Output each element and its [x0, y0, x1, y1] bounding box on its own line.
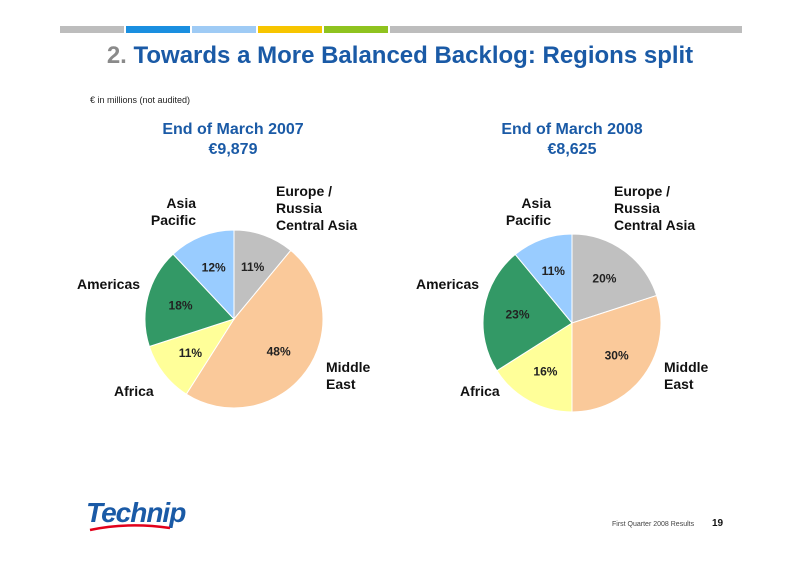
pie-slice-asia-pacific [514, 233, 573, 325]
logo-swoosh-icon [89, 524, 171, 532]
pie-value-label-middle-east: 30% [605, 348, 629, 362]
pie-slice-middle-east [571, 294, 662, 413]
chart2-label-americas: Americas [416, 276, 480, 292]
chart2-heading: End of March 2008 €8,625 [442, 120, 702, 160]
chart1-heading: End of March 2007 €9,879 [103, 120, 363, 160]
pie-slice-asia-pacific [172, 229, 235, 321]
pie-slice-africa [496, 322, 573, 413]
pie-slice-americas [144, 253, 235, 348]
pie-value-label-americas: 23% [505, 307, 529, 321]
pie-slice-europe [571, 233, 658, 324]
chart1-subtitle: €9,879 [208, 141, 258, 158]
chart2-label-middle-east: Middle East [664, 359, 709, 392]
chart2-label-europe: Europe / Russia Central Asia [614, 183, 696, 233]
header-bar-4 [258, 26, 322, 33]
chart1-title: End of March 2007 [162, 121, 304, 138]
pie-value-label-africa: 16% [533, 364, 557, 378]
technip-logo: Technip [86, 497, 186, 528]
pie-value-label-europe: 11% [241, 260, 265, 274]
chart2-label-asia: Asia Pacific [505, 195, 551, 228]
chart1-label-europe: Europe / Russia Central Asia [276, 183, 358, 233]
chart2-subtitle: €8,625 [547, 141, 597, 158]
chart2-label-africa: Africa [460, 383, 500, 399]
pie-value-label-asia-pacific: 11% [542, 264, 566, 278]
pie-value-label-europe: 20% [592, 271, 616, 285]
page-title: 2. Towards a More Balanced Backlog: Regi… [0, 42, 800, 70]
pie-value-label-asia-pacific: 12% [202, 261, 226, 275]
pie-chart-2008: 20% 30% 16% 23% 11% [482, 233, 662, 413]
pie-value-label-africa: 11% [179, 346, 203, 360]
footer-text: First Quarter 2008 Results [612, 521, 695, 528]
chart1-label-americas: Americas [77, 276, 141, 292]
pie-slice-americas [482, 253, 573, 372]
pie-chart-2007: 11% 48% 11% 18% 12% [144, 229, 324, 409]
header-bar-2 [126, 26, 190, 33]
units-note: € in millions (not audited) [90, 95, 191, 105]
pie-slice-middle-east [185, 249, 324, 409]
title-number: 2. [106, 42, 127, 69]
chart1-label-africa: Africa [114, 383, 154, 399]
header-bar-6 [390, 26, 742, 33]
pie-value-label-middle-east: 48% [267, 344, 291, 358]
header-bar-3 [192, 26, 256, 33]
chart1-label-asia: Asia Pacific [150, 195, 196, 228]
page-number: 19 [712, 518, 724, 529]
title-text: Towards a More Balanced Backlog: Regions… [133, 42, 694, 69]
chart2-title: End of March 2008 [501, 121, 643, 138]
pie-value-label-americas: 18% [169, 298, 193, 312]
chart1-label-middle-east: Middle East [326, 359, 371, 392]
header-bar-1 [60, 26, 124, 33]
header-bar-5 [324, 26, 388, 33]
